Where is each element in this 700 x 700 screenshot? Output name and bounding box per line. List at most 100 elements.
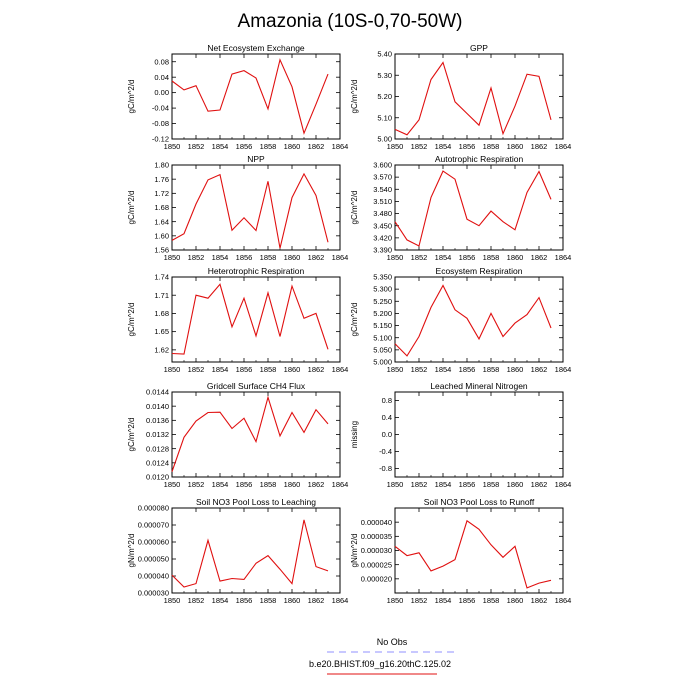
- figure-title: Amazonia (10S-0,70-50W): [238, 11, 463, 32]
- y-tick-label: 1.60: [154, 231, 169, 240]
- y-tick-label: 0.000030: [361, 546, 392, 555]
- plot-frame: [394, 164, 564, 251]
- y-tick-label: 0.0132: [146, 430, 169, 439]
- y-axis-label: missing: [350, 421, 359, 448]
- y-tick-label: 1.64: [154, 217, 169, 226]
- panel-title: Soil NO3 Pool Loss to Leaching: [196, 497, 316, 507]
- x-tick-label: 1864: [555, 596, 572, 605]
- x-tick-label: 1850: [164, 142, 181, 151]
- x-tick-label: 1852: [188, 480, 205, 489]
- x-tick-label: 1860: [507, 142, 524, 151]
- y-axis-label: gC/m^2/d: [127, 303, 136, 337]
- y-tick-label: 0.000020: [361, 574, 392, 583]
- x-tick-label: 1860: [507, 596, 524, 605]
- series-line: [171, 283, 329, 355]
- x-tick-label: 1852: [188, 253, 205, 262]
- y-tick-label: 0.000050: [138, 555, 169, 564]
- y-tick-label: 3.480: [373, 209, 392, 218]
- x-tick-label: 1854: [435, 253, 452, 262]
- y-tick-label: 5.10: [377, 113, 392, 122]
- y-tick-label: 0.000040: [361, 518, 392, 527]
- y-tick-label: 1.74: [154, 273, 169, 282]
- x-tick-label: 1852: [411, 365, 428, 374]
- x-tick-label: 1856: [459, 596, 476, 605]
- y-tick-label: 1.71: [154, 291, 169, 300]
- x-tick-label: 1858: [260, 596, 277, 605]
- y-axis-label: gC/m^2/d: [350, 191, 359, 225]
- x-tick-label: 1864: [332, 596, 349, 605]
- series-line: [394, 284, 552, 357]
- y-tick-label: 0.000060: [138, 538, 169, 547]
- panel-title: Gridcell Surface CH4 Flux: [207, 381, 306, 391]
- series-line: [171, 172, 329, 249]
- panel-grid: Net Ecosystem Exchange gC/m^2/d 1850 1852 18…: [127, 43, 571, 605]
- chart-panel: Soil NO3 Pool Loss to Leaching gN/m^2/d 18…: [127, 497, 348, 605]
- plot-frame: [171, 53, 341, 140]
- x-tick-label: 1858: [260, 253, 277, 262]
- x-tick-label: 1850: [164, 596, 181, 605]
- x-tick-label: 1864: [555, 480, 572, 489]
- plot-frame: [171, 164, 341, 251]
- chart-panel: Autotrophic Respiration gC/m^2/d 1850 1852 1…: [350, 154, 571, 262]
- x-tick-label: 1856: [459, 142, 476, 151]
- x-tick-label: 1858: [483, 253, 500, 262]
- x-tick-label: 1856: [236, 365, 253, 374]
- panel-title: Autotrophic Respiration: [435, 154, 524, 164]
- x-tick-label: 1854: [435, 142, 452, 151]
- series-line: [171, 519, 329, 588]
- y-tick-label: 5.150: [373, 321, 392, 330]
- panel-title: Heterotrophic Respiration: [208, 266, 305, 276]
- plot-frame: [394, 53, 564, 140]
- panel-title: Net Ecosystem Exchange: [207, 43, 305, 53]
- x-tick-label: 1856: [236, 596, 253, 605]
- x-tick-label: 1854: [435, 480, 452, 489]
- x-tick-label: 1852: [411, 253, 428, 262]
- plot-frame: [394, 276, 564, 363]
- chart-panel: Leached Mineral Nitrogen missing 1850 1852 1…: [350, 381, 571, 489]
- y-tick-label: 0.000070: [138, 521, 169, 530]
- y-axis-label: gC/m^2/d: [127, 418, 136, 452]
- x-tick-label: 1858: [483, 480, 500, 489]
- panel-title: Ecosystem Respiration: [436, 266, 523, 276]
- y-tick-label: 5.250: [373, 297, 392, 306]
- y-axis-label: gC/m^2/d: [350, 303, 359, 337]
- x-tick-label: 1854: [212, 142, 229, 151]
- x-tick-label: 1864: [332, 253, 349, 262]
- chart-panel: Ecosystem Respiration gC/m^2/d 1850 1852 185…: [350, 266, 571, 374]
- x-tick-label: 1860: [284, 596, 301, 605]
- chart-panel: GPP gC/m^2/d 1850 1852 1854 1856 1858 1860 1862 1…: [350, 43, 571, 151]
- y-tick-label: 5.30: [377, 71, 392, 80]
- y-tick-label: 0.000035: [361, 532, 392, 541]
- series-line: [171, 58, 329, 135]
- x-tick-label: 1850: [164, 253, 181, 262]
- y-tick-label: 1.68: [154, 203, 169, 212]
- x-tick-label: 1852: [411, 480, 428, 489]
- legend-label-obs: No Obs: [377, 637, 408, 647]
- y-tick-label: 1.68: [154, 309, 169, 318]
- y-tick-label: 0.8: [382, 396, 392, 405]
- x-tick-label: 1856: [236, 253, 253, 262]
- x-tick-label: 1850: [164, 365, 181, 374]
- plot-frame: [394, 391, 564, 478]
- series-line: [394, 170, 552, 247]
- y-tick-label: 1.80: [154, 161, 169, 170]
- y-tick-label: -0.08: [152, 119, 169, 128]
- x-tick-label: 1856: [236, 480, 253, 489]
- y-axis-label: gC/m^2/d: [350, 80, 359, 114]
- chart-panel: Net Ecosystem Exchange gC/m^2/d 1850 1852 18…: [127, 43, 348, 151]
- y-tick-label: 0.0128: [146, 444, 169, 453]
- y-tick-label: 5.00: [377, 135, 392, 144]
- y-tick-label: 3.450: [373, 221, 392, 230]
- x-tick-label: 1858: [260, 365, 277, 374]
- x-tick-label: 1862: [308, 365, 325, 374]
- x-tick-label: 1852: [188, 142, 205, 151]
- x-tick-label: 1854: [212, 253, 229, 262]
- x-tick-label: 1860: [507, 253, 524, 262]
- x-tick-label: 1854: [212, 365, 229, 374]
- x-tick-label: 1864: [332, 142, 349, 151]
- y-tick-label: -0.4: [379, 447, 392, 456]
- y-tick-label: 1.56: [154, 246, 169, 255]
- y-tick-label: 5.200: [373, 309, 392, 318]
- y-tick-label: 5.20: [377, 92, 392, 101]
- y-tick-label: 0.0144: [146, 388, 169, 397]
